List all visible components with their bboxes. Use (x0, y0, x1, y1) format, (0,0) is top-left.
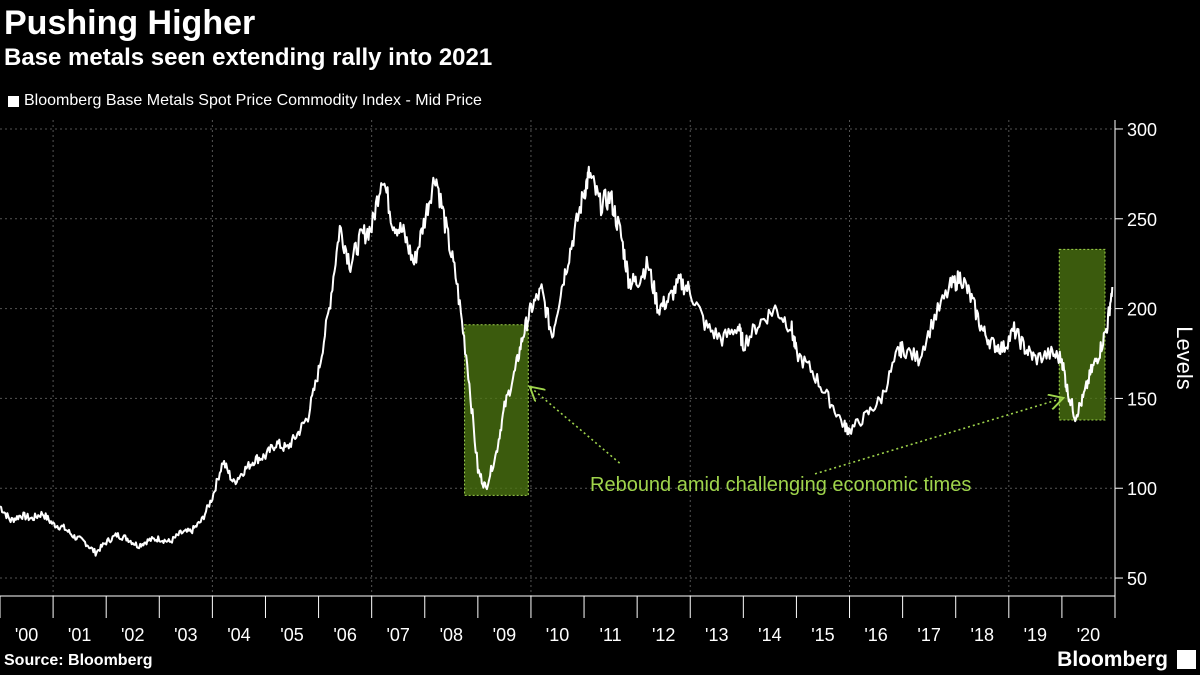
x-tick-label: '00 (15, 625, 38, 645)
chart-subtitle: Base metals seen extending rally into 20… (4, 44, 493, 71)
x-tick-label: '16 (864, 625, 887, 645)
x-tick-label: '11 (600, 625, 622, 645)
grid (0, 120, 1115, 596)
y-tick-label: 200 (1127, 300, 1157, 320)
y-tick-label: 300 (1127, 120, 1157, 140)
x-tick-label: '12 (652, 625, 675, 645)
legend-swatch (8, 95, 19, 107)
y-tick-label: 150 (1127, 389, 1157, 409)
x-tick-label: '15 (811, 625, 834, 645)
x-tick-label: '20 (1077, 625, 1100, 645)
highlight-box (464, 324, 529, 496)
x-tick-label: '19 (1024, 625, 1047, 645)
series (0, 165, 1114, 557)
brand-logo: Bloomberg (1057, 648, 1168, 671)
annotation-arrow (531, 388, 621, 464)
annotation: Rebound amid challenging economic times (531, 388, 1062, 496)
x-tick-label: '10 (546, 625, 569, 645)
x-tick-label: '03 (174, 625, 197, 645)
terminal-icon (1177, 650, 1196, 669)
y-tick-label: 250 (1127, 210, 1157, 230)
legend: Bloomberg Base Metals Spot Price Commodi… (8, 92, 482, 110)
y-tick-label: 100 (1127, 479, 1157, 499)
x-tick-label: '07 (386, 625, 409, 645)
legend-label: Bloomberg Base Metals Spot Price Commodi… (24, 92, 482, 109)
annotation-text: Rebound amid challenging economic times (590, 474, 971, 496)
x-tick-label: '18 (971, 625, 994, 645)
x-tick-label: '04 (227, 625, 250, 645)
x-tick-label: '09 (493, 625, 516, 645)
axes: 50 100 150 200 250 300 '00 '01 '02 '03 '04 '05 '06 '0… (0, 120, 1197, 645)
y-axis-label: Levels (1172, 326, 1197, 390)
y-tick-label: 50 (1127, 569, 1147, 589)
x-tick-label: '01 (68, 625, 91, 645)
chart-title: Pushing Higher (4, 4, 256, 42)
series-line (0, 165, 1114, 557)
x-tick-label: '06 (333, 625, 356, 645)
annotation-arrow (814, 398, 1062, 475)
source-note: Source: Bloomberg (4, 652, 153, 669)
x-tick-label: '14 (758, 625, 781, 645)
x-tick-label: '08 (440, 625, 463, 645)
x-tick-label: '05 (280, 625, 303, 645)
x-tick-label: '13 (705, 625, 728, 645)
x-tick-label: '17 (917, 625, 940, 645)
x-tick-label: '02 (121, 625, 144, 645)
